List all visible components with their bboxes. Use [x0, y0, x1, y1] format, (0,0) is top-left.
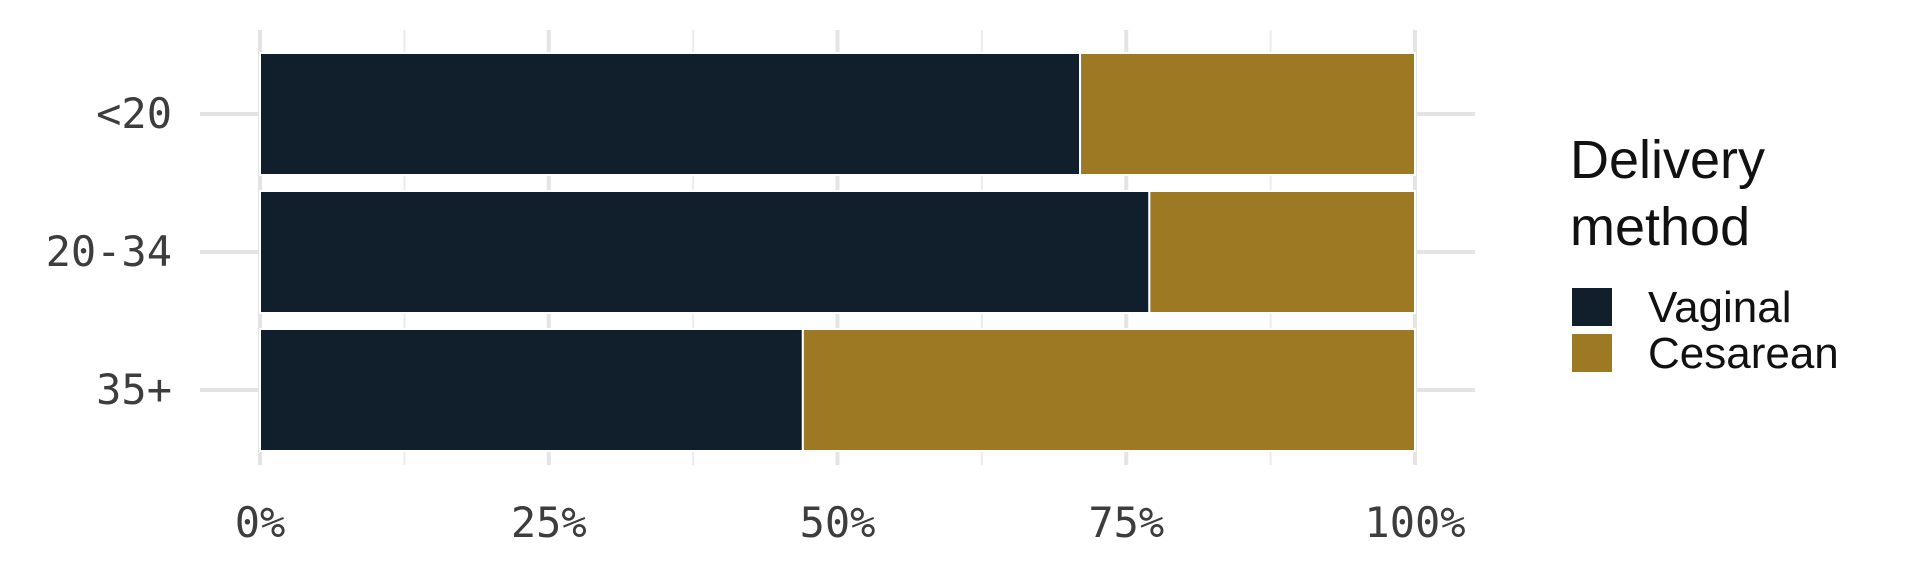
legend-swatch-vaginal: [1572, 288, 1612, 326]
x-tick-label: 100%: [1364, 498, 1465, 547]
legend-label-cesarean: Cesarean: [1648, 329, 1839, 378]
x-tick-label: 75%: [1088, 498, 1164, 547]
bar-vaginal-1: [259, 190, 1151, 314]
y-axis-labels: <20 20-34 35+: [46, 89, 172, 414]
x-tick-label: 0%: [235, 498, 286, 547]
legend-label-vaginal: Vaginal: [1648, 283, 1792, 332]
bar-cesarean-1: [1148, 190, 1416, 314]
bar-cesarean-2: [801, 328, 1416, 452]
legend-title-line-2: method: [1570, 197, 1750, 257]
x-tick-label: 50%: [800, 498, 876, 547]
x-axis-labels: 0% 25% 50% 75% 100%: [235, 498, 1466, 547]
bar-vaginal-0: [259, 52, 1082, 176]
legend: Delivery method Vaginal Cesarean: [1570, 130, 1839, 378]
x-tick-label: 25%: [511, 498, 587, 547]
legend-title-line-1: Delivery: [1570, 130, 1765, 190]
bars: [259, 52, 1417, 452]
bar-vaginal-2: [259, 328, 804, 452]
legend-swatch-cesarean: [1572, 334, 1612, 372]
y-tick-label: 35+: [96, 365, 172, 414]
y-tick-label: 20-34: [46, 227, 172, 276]
y-tick-label: <20: [96, 89, 172, 138]
bar-cesarean-0: [1079, 52, 1417, 176]
